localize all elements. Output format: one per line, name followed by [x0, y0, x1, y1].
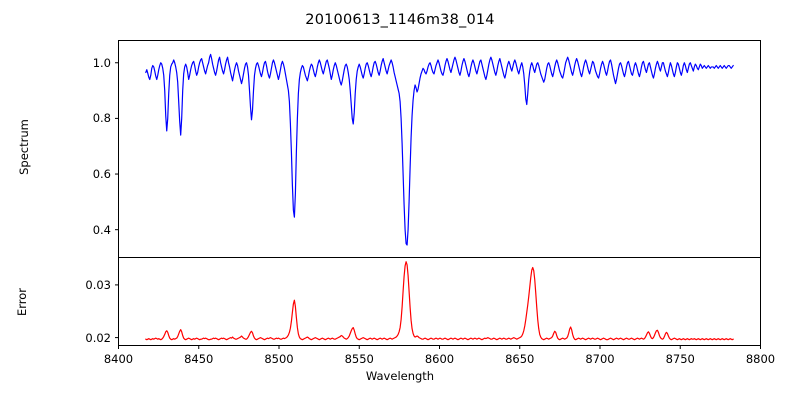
x-tick-label: 8600: [424, 352, 455, 366]
spectrum-y-tick-label: 0.4: [92, 222, 111, 237]
error-panel: [115, 257, 761, 349]
spectrum-panel: [115, 40, 761, 258]
error-y-tick-label: 0.03: [85, 277, 111, 292]
spectrum-y-tick-label: 1.0: [92, 55, 111, 70]
x-tick-label: 8500: [264, 352, 294, 366]
x-tick-label: 8750: [665, 352, 695, 366]
spectrum-y-tick-marks: [115, 62, 119, 231]
x-tick-label: 8400: [103, 352, 134, 366]
x-tick-label: 8450: [184, 352, 214, 366]
error-y-tick-label: 0.02: [85, 330, 111, 345]
x-tick-label: 8550: [344, 352, 374, 366]
spectrum-y-tick-label: 0.6: [92, 167, 111, 182]
x-tick-label: 8700: [585, 352, 615, 366]
x-axis-label: Wavelength: [365, 369, 435, 383]
spectrum-y-tick-label: 0.8: [92, 111, 111, 126]
error-y-tick-marks: [115, 284, 119, 339]
spectrum-y-axis-label: Spectrum: [17, 119, 31, 175]
error-data-line: [145, 261, 734, 341]
figure-title: 20100613_1146m38_014: [305, 12, 495, 28]
error-y-axis-label: Error: [15, 287, 29, 317]
x-tick-marks: [118, 345, 761, 349]
x-tick-label: 8800: [745, 352, 776, 366]
spectrum-data-line: [145, 53, 734, 246]
error-axes-frame: [118, 257, 761, 346]
x-tick-label: 8650: [505, 352, 535, 366]
